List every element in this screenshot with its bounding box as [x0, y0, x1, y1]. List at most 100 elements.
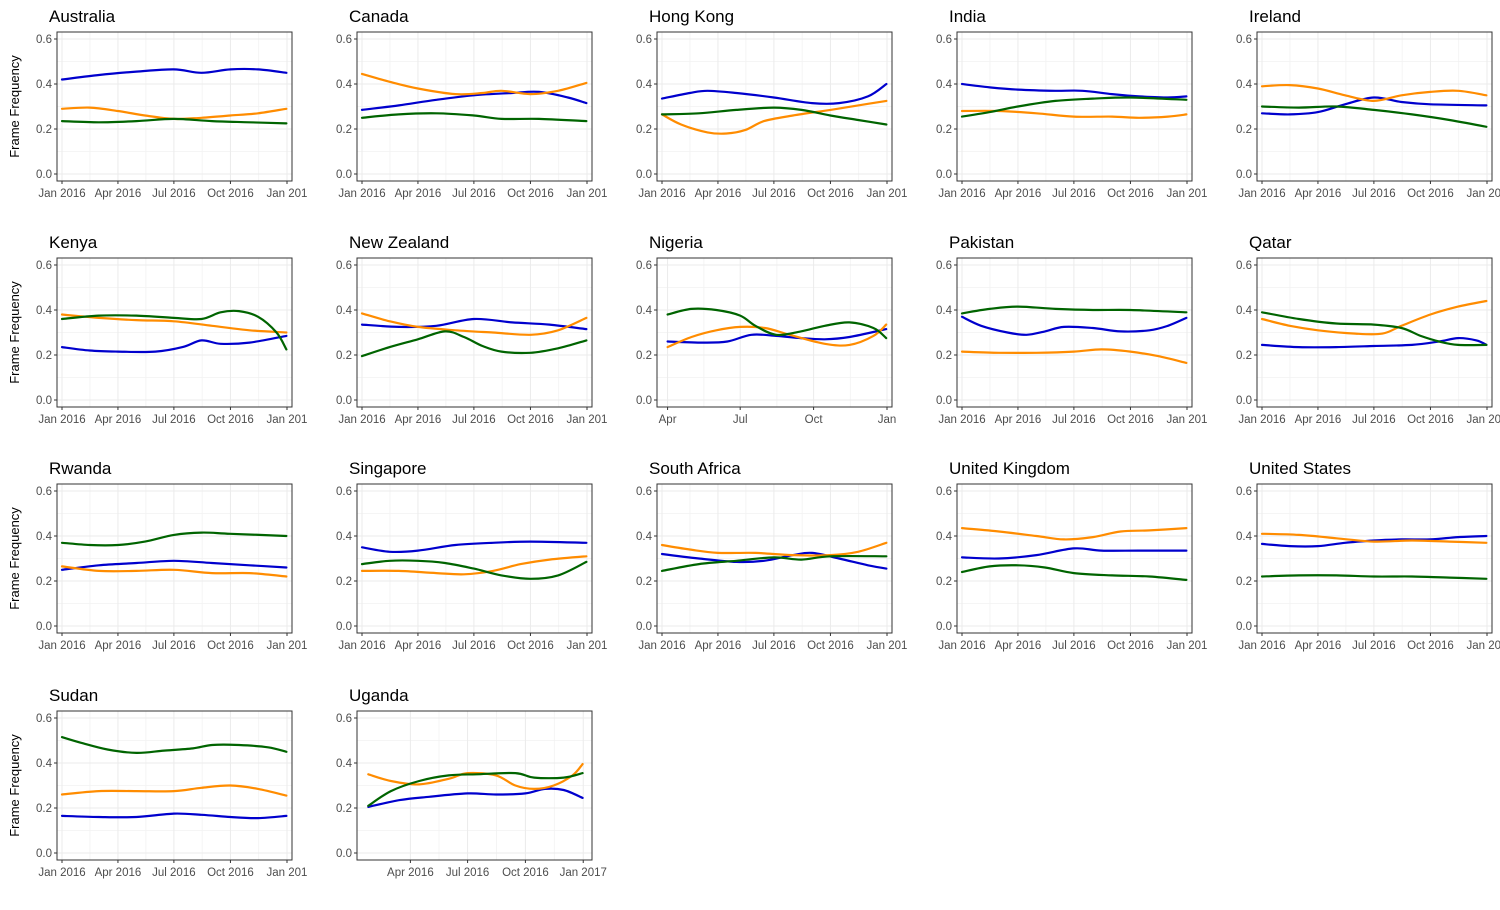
y-tick-label: 0.4 — [936, 531, 953, 543]
panel-border — [356, 710, 593, 861]
x-tick-label: Jan — [878, 414, 897, 426]
series-line-1 — [60, 67, 288, 81]
panel-title: United States — [1249, 459, 1351, 478]
series-line-3 — [60, 531, 288, 547]
panel-border — [356, 483, 593, 634]
series-line-1 — [960, 547, 1188, 560]
x-tick-label: Jan 2016 — [338, 188, 385, 200]
y-tick-label: 0.0 — [36, 848, 52, 860]
panel-border — [56, 483, 293, 634]
x-tick-label: Jan 201 — [267, 640, 308, 652]
y-tick-label: 0.2 — [636, 576, 652, 588]
series-line-1 — [360, 317, 588, 331]
panel-title: Kenya — [49, 233, 98, 252]
x-tick-label: Apr 2016 — [995, 640, 1042, 652]
x-tick-label: Jan 2016 — [38, 867, 85, 879]
panel-singapore: 0.0 0.2 0.4 0.6 Jan 2016 Apr 2016 Jul 2016 Oct … — [336, 459, 607, 652]
series-line-1 — [367, 787, 584, 808]
series-line-1 — [1260, 96, 1488, 116]
series-line-1 — [1260, 336, 1488, 349]
x-tick-label: Jul 2016 — [1352, 414, 1395, 426]
x-tick-label: Apr 2016 — [1295, 188, 1342, 200]
y-tick-label: 0.2 — [336, 124, 352, 136]
x-tick-label: Apr 2016 — [95, 640, 142, 652]
x-tick-label: Jan 201 — [867, 188, 908, 200]
x-tick-label: Jul 2016 — [452, 414, 495, 426]
series-line-2 — [60, 784, 288, 797]
y-tick-label: 0.6 — [636, 486, 652, 498]
series-line-2 — [960, 348, 1188, 364]
x-tick-label: Jan 201 — [567, 414, 608, 426]
y-tick-label: 0.4 — [1236, 531, 1253, 543]
x-tick-label: Apr 2016 — [95, 414, 142, 426]
x-tick-label: Oct 2016 — [1407, 188, 1454, 200]
y-tick-label: 0.6 — [336, 34, 352, 46]
panel-border — [356, 257, 593, 408]
panel-border — [956, 257, 1193, 408]
y-tick-label: 0.0 — [336, 169, 352, 181]
y-tick-label: 0.0 — [636, 395, 652, 407]
x-tick-label: Jul — [733, 414, 748, 426]
series-line-2 — [660, 99, 888, 135]
y-tick-label: 0.4 — [336, 758, 353, 770]
x-tick-label: Jul 2016 — [752, 188, 795, 200]
series-line-2 — [1260, 532, 1488, 544]
x-tick-label: Jan 2016 — [1238, 188, 1285, 200]
x-tick-label: Jan 2016 — [938, 414, 985, 426]
y-tick-label: 0.2 — [1236, 124, 1252, 136]
panel-border — [1256, 257, 1493, 408]
x-tick-label: Apr 2016 — [395, 640, 442, 652]
series-line-3 — [360, 330, 588, 358]
series-line-3 — [960, 564, 1188, 581]
x-tick-label: Jan 201 — [267, 867, 308, 879]
y-tick-label: 0.4 — [936, 79, 953, 91]
panel-title: Ireland — [1249, 7, 1301, 26]
x-tick-label: Apr 2016 — [695, 188, 742, 200]
y-tick-label: 0.6 — [36, 260, 52, 272]
x-tick-label: Jan 201 — [567, 640, 608, 652]
y-tick-label: 0.0 — [936, 395, 952, 407]
y-tick-label: 0.6 — [636, 260, 652, 272]
y-tick-label: 0.4 — [1236, 305, 1253, 317]
x-tick-label: Apr 2016 — [995, 414, 1042, 426]
x-tick-label: Jan 2016 — [338, 414, 385, 426]
panel-hong-kong: 0.0 0.2 0.4 0.6 Jan 2016 Apr 2016 Jul 2016 Oct … — [636, 7, 907, 200]
x-tick-label: Jan 201 — [1467, 640, 1500, 652]
panel-title: Singapore — [349, 459, 427, 478]
y-tick-label: 0.0 — [936, 621, 952, 633]
y-tick-label: 0.6 — [936, 486, 952, 498]
y-tick-label: 0.0 — [936, 169, 952, 181]
x-tick-label: Jan 201 — [1167, 188, 1208, 200]
series-line-1 — [60, 334, 288, 354]
series-line-1 — [360, 540, 588, 554]
x-tick-label: Jul 2016 — [1052, 188, 1095, 200]
panel-rwanda: 0.0 0.2 0.4 0.6 Jan 2016 Apr 2016 Jul 2016 Oct … — [7, 459, 307, 652]
x-tick-label: Apr 2016 — [995, 188, 1042, 200]
series-line-2 — [360, 312, 588, 336]
series-line-1 — [360, 90, 588, 111]
y-tick-label: 0.6 — [336, 260, 352, 272]
y-tick-label: 0.0 — [1236, 169, 1252, 181]
panel-title: South Africa — [649, 459, 741, 478]
y-tick-label: 0.2 — [1236, 350, 1252, 362]
series-line-1 — [660, 82, 888, 106]
panel-qatar: 0.0 0.2 0.4 0.6 Jan 2016 Apr 2016 Jul 2016 Oct … — [1236, 233, 1500, 426]
panel-kenya: 0.0 0.2 0.4 0.6 Jan 2016 Apr 2016 Jul 2016 Oct … — [7, 233, 307, 426]
series-line-3 — [660, 554, 888, 572]
panel-united-states: 0.0 0.2 0.4 0.6 Jan 2016 Apr 2016 Jul 2016 Oct … — [1236, 459, 1500, 652]
series-line-2 — [666, 323, 888, 349]
x-tick-label: Apr 2016 — [95, 867, 142, 879]
x-tick-label: Oct 2016 — [1107, 188, 1154, 200]
x-tick-label: Jul 2016 — [152, 640, 195, 652]
x-tick-label: Jan 201 — [1167, 414, 1208, 426]
panel-pakistan: 0.0 0.2 0.4 0.6 Jan 2016 Apr 2016 Jul 2016 Oct … — [936, 233, 1207, 426]
y-tick-label: 0.4 — [1236, 79, 1253, 91]
x-tick-label: Apr 2016 — [387, 867, 434, 879]
series-line-2 — [960, 527, 1188, 541]
x-tick-label: Jan 2016 — [638, 188, 685, 200]
panel-border — [956, 31, 1193, 182]
panel-title: Hong Kong — [649, 7, 734, 26]
x-tick-label: Apr 2016 — [695, 640, 742, 652]
y-tick-label: 0.6 — [336, 713, 352, 725]
